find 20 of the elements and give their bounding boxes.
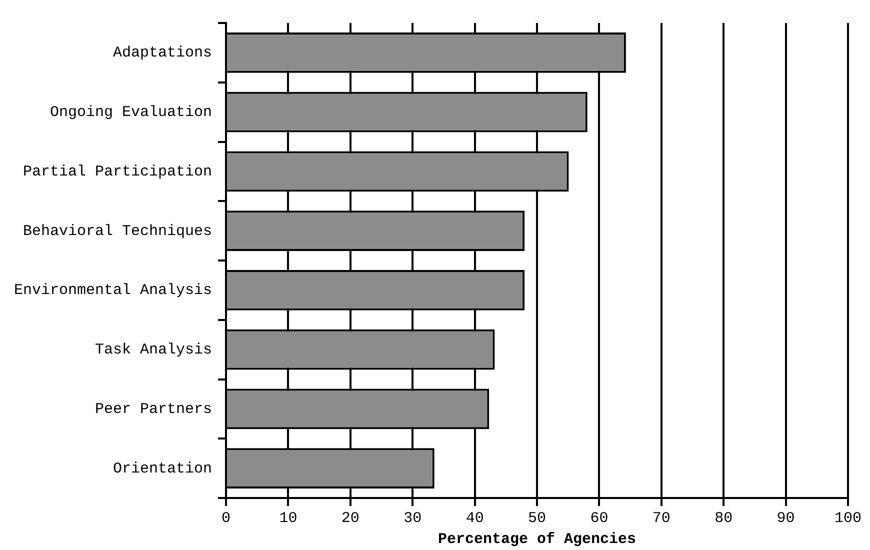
y-tick-label: Partial Participation (23, 163, 212, 180)
x-tick-label: 70 (652, 510, 670, 527)
x-tick-label: 30 (404, 510, 422, 527)
y-tick-label: Orientation (113, 460, 212, 478)
x-axis-title: Percentage of Agencies (438, 530, 636, 548)
y-tick-label: Task Analysis (95, 342, 212, 359)
x-tick-label: 50 (528, 510, 546, 527)
x-tick-label: 90 (776, 510, 795, 527)
y-tick-label: Environmental Analysis (14, 282, 212, 300)
x-tick-label: 60 (590, 510, 608, 527)
x-tick-label: 40 (466, 510, 484, 527)
x-tick-label: 20 (341, 510, 360, 527)
x-tick-label: 80 (714, 510, 733, 527)
y-tick-label: Peer Partners (95, 400, 212, 418)
y-tick-label: Behavioral Techniques (23, 222, 212, 240)
x-tick-label: 10 (279, 510, 298, 527)
x-tick-label: 100 (834, 510, 862, 527)
y-tick-label: Ongoing Evaluation (50, 104, 212, 122)
x-tick-label: 0 (222, 510, 231, 527)
y-tick-label: Adaptations (113, 44, 212, 62)
